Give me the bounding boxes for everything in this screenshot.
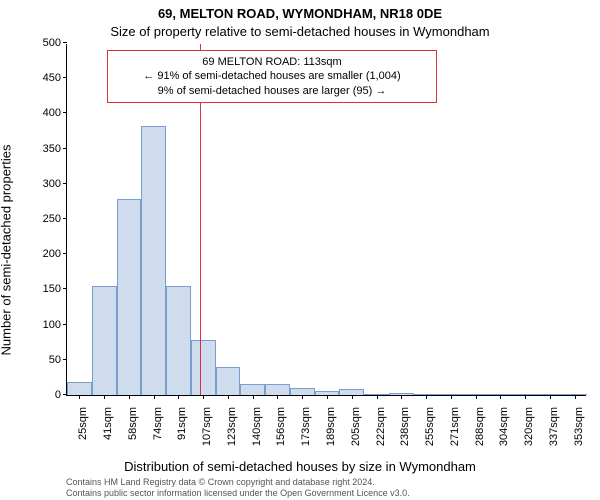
- chart-subtitle: Size of property relative to semi-detach…: [0, 24, 600, 39]
- y-tick-label: 50: [49, 354, 67, 366]
- x-tick-mark: [451, 395, 452, 399]
- x-tick-label: 337sqm: [548, 407, 560, 447]
- y-tick-label: 300: [43, 178, 67, 190]
- x-tick-mark: [104, 395, 105, 399]
- chart-container: 69, MELTON ROAD, WYMONDHAM, NR18 0DE Siz…: [0, 0, 600, 500]
- y-tick-mark: [63, 42, 67, 43]
- x-tick-label: 205sqm: [350, 407, 362, 447]
- histogram-bar: [166, 286, 191, 395]
- x-tick-mark: [228, 395, 229, 399]
- x-tick-mark: [277, 395, 278, 399]
- y-tick-mark: [63, 148, 67, 149]
- histogram-bar: [216, 367, 241, 395]
- chart-title: 69, MELTON ROAD, WYMONDHAM, NR18 0DE: [0, 6, 600, 21]
- annotation-line-1: 69 MELTON ROAD: 113sqm: [202, 56, 341, 68]
- y-tick-mark: [63, 77, 67, 78]
- histogram-bar: [92, 286, 117, 395]
- y-tick-label: 350: [43, 143, 67, 155]
- y-tick-mark: [63, 359, 67, 360]
- histogram-bar: [290, 388, 315, 395]
- x-tick-mark: [203, 395, 204, 399]
- footnote-line-2: Contains public sector information licen…: [66, 488, 410, 498]
- x-tick-mark: [377, 395, 378, 399]
- y-tick-mark: [63, 253, 67, 254]
- x-tick-mark: [426, 395, 427, 399]
- y-tick-mark: [63, 183, 67, 184]
- x-tick-label: 107sqm: [201, 407, 213, 447]
- annotation-line-3: 9% of semi-detached houses are larger (9…: [158, 85, 387, 97]
- y-tick-mark: [63, 112, 67, 113]
- y-tick-label: 450: [43, 72, 67, 84]
- x-tick-label: 271sqm: [449, 407, 461, 447]
- x-tick-mark: [327, 395, 328, 399]
- x-tick-mark: [575, 395, 576, 399]
- x-tick-label: 189sqm: [325, 407, 337, 447]
- y-tick-label: 0: [55, 389, 67, 401]
- footnote: Contains HM Land Registry data © Crown c…: [66, 477, 586, 498]
- histogram-bar: [141, 126, 166, 395]
- x-tick-label: 41sqm: [102, 407, 114, 447]
- x-tick-label: 320sqm: [523, 407, 535, 447]
- y-tick-mark: [63, 324, 67, 325]
- x-tick-label: 255sqm: [424, 407, 436, 447]
- x-tick-label: 222sqm: [375, 407, 387, 447]
- annotation-box: 69 MELTON ROAD: 113sqm ← 91% of semi-deta…: [107, 50, 437, 103]
- y-tick-mark: [63, 288, 67, 289]
- plot-area: 05010015020025030035040045050025sqm41sqm…: [66, 44, 586, 396]
- x-tick-label: 353sqm: [573, 407, 585, 447]
- x-tick-mark: [129, 395, 130, 399]
- x-tick-mark: [79, 395, 80, 399]
- x-tick-mark: [352, 395, 353, 399]
- y-tick-label: 500: [43, 37, 67, 49]
- x-tick-mark: [253, 395, 254, 399]
- x-tick-mark: [500, 395, 501, 399]
- annotation-line-2: ← 91% of semi-detached houses are smalle…: [143, 70, 400, 82]
- y-tick-label: 200: [43, 248, 67, 260]
- x-tick-label: 288sqm: [474, 407, 486, 447]
- x-axis-label: Distribution of semi-detached houses by …: [0, 459, 600, 474]
- x-tick-label: 58sqm: [127, 407, 139, 447]
- y-tick-label: 150: [43, 283, 67, 295]
- x-tick-mark: [178, 395, 179, 399]
- x-tick-mark: [401, 395, 402, 399]
- histogram-bar: [67, 382, 92, 395]
- y-tick-label: 100: [43, 319, 67, 331]
- x-tick-mark: [302, 395, 303, 399]
- histogram-bar: [240, 384, 265, 395]
- x-tick-mark: [550, 395, 551, 399]
- x-tick-label: 91sqm: [176, 407, 188, 447]
- y-tick-mark: [63, 218, 67, 219]
- x-tick-mark: [476, 395, 477, 399]
- x-tick-mark: [525, 395, 526, 399]
- x-tick-mark: [154, 395, 155, 399]
- x-tick-label: 173sqm: [300, 407, 312, 447]
- histogram-bar: [191, 340, 216, 395]
- x-tick-label: 25sqm: [77, 407, 89, 447]
- histogram-bar: [117, 199, 142, 395]
- x-tick-label: 123sqm: [226, 407, 238, 447]
- x-tick-label: 74sqm: [152, 407, 164, 447]
- y-axis-label: Number of semi-detached properties: [0, 145, 14, 356]
- y-tick-label: 400: [43, 107, 67, 119]
- x-tick-label: 140sqm: [251, 407, 263, 447]
- x-tick-label: 156sqm: [275, 407, 287, 447]
- footnote-line-1: Contains HM Land Registry data © Crown c…: [66, 477, 375, 487]
- x-tick-label: 304sqm: [498, 407, 510, 447]
- y-tick-label: 250: [43, 213, 67, 225]
- histogram-bar: [265, 384, 290, 395]
- x-tick-label: 238sqm: [399, 407, 411, 447]
